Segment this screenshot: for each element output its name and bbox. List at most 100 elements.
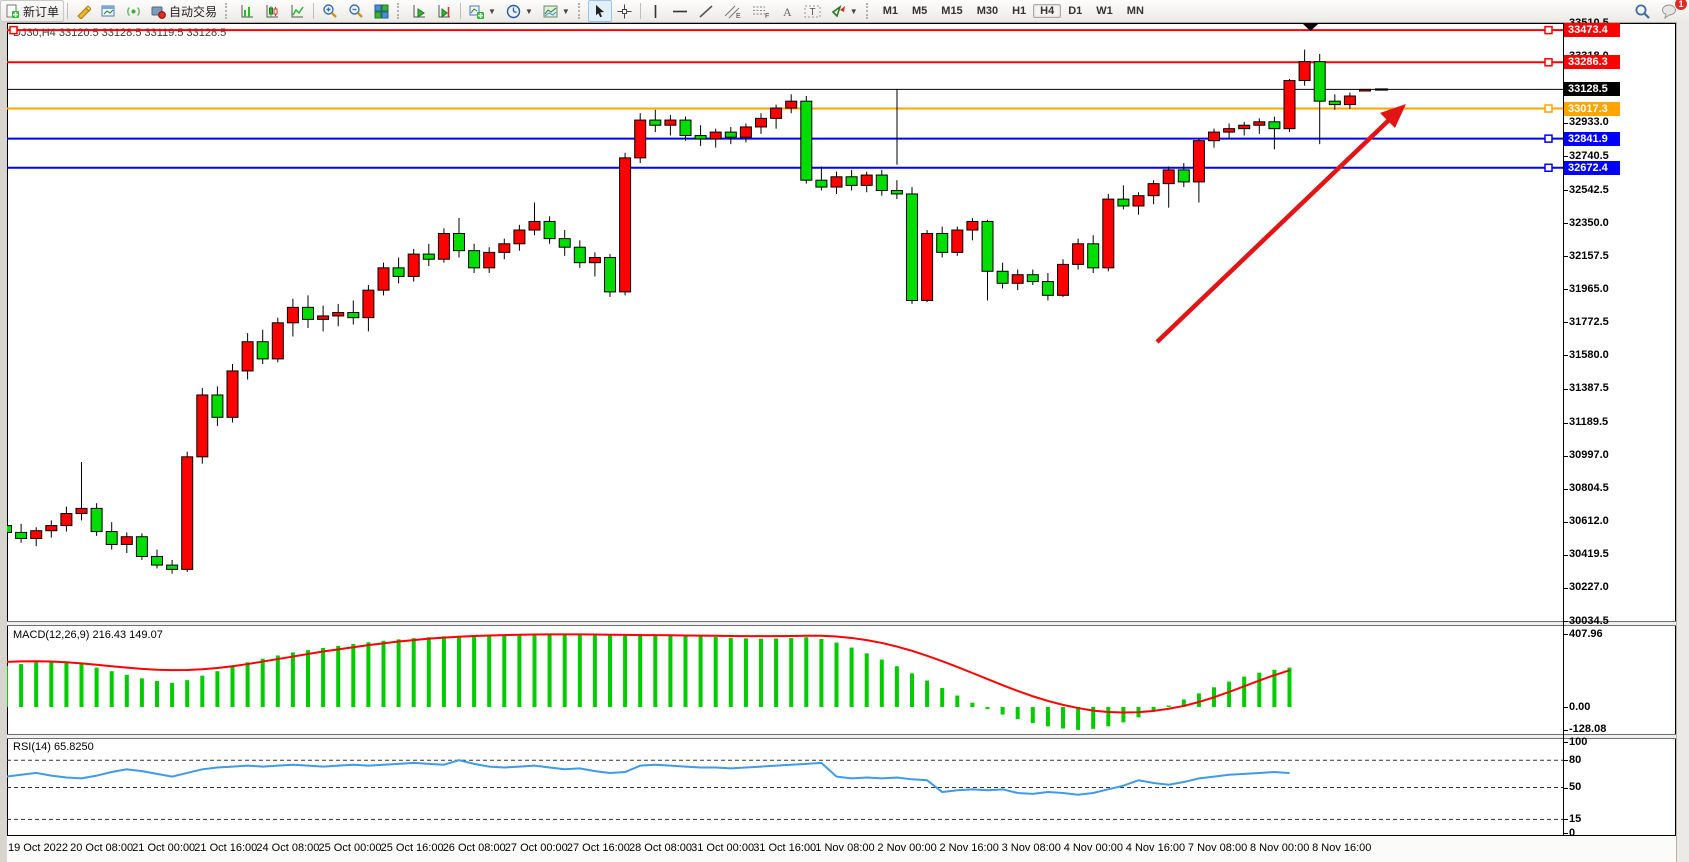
macd-histogram-bar (1287, 667, 1292, 707)
toolbar-grip[interactable] (225, 3, 232, 19)
price-badge: 32841.9 (1564, 131, 1620, 146)
macd-histogram-bar (683, 635, 688, 707)
macd-histogram-bar (955, 695, 960, 707)
new-chart-dropdown[interactable]: ▼ (464, 0, 501, 22)
horizontal-line-tool-button[interactable] (667, 0, 693, 22)
line-handle[interactable] (1544, 25, 1553, 35)
equidistant-channel-tool-button[interactable]: E (719, 0, 747, 22)
cursor-tool-button[interactable] (587, 0, 612, 22)
timeframe-button-MN[interactable]: MN (1126, 5, 1144, 17)
object-marker-triangle[interactable] (1303, 24, 1318, 31)
macd-histogram-bar (472, 635, 477, 707)
price-tick-mark (1563, 388, 1568, 390)
trendline-tool-button[interactable] (693, 0, 719, 22)
toolbar-grip[interactable] (397, 3, 404, 19)
time-label: 24 Oct 08:00 (256, 842, 320, 854)
macd-histogram-bar (759, 638, 763, 707)
candle (302, 306, 314, 320)
line-handle[interactable] (1544, 134, 1553, 143)
arrows-tool-dropdown[interactable]: ▼ (826, 0, 863, 22)
templates-dropdown[interactable]: ▼ (538, 0, 575, 22)
line-handle[interactable] (1544, 163, 1553, 173)
timeframe-button-M1[interactable]: M1 (882, 5, 898, 17)
panel-splitter[interactable] (7, 734, 1676, 739)
new-order-button[interactable]: 新订单 (0, 0, 65, 22)
macd-histogram-bar (396, 639, 401, 707)
macd-histogram-bar (64, 662, 69, 707)
macd-histogram-bar (1272, 669, 1277, 707)
price-tick-label: 0.00 (1569, 700, 1591, 713)
notifications-button[interactable]: 1 (1656, 0, 1688, 22)
dropdown-caret: ▼ (561, 6, 570, 16)
zoom-in-icon (323, 4, 337, 18)
macd-histogram-bar (94, 667, 99, 707)
zoom-out-button[interactable] (343, 0, 369, 22)
price-tick-label: 31387.5 (1569, 382, 1609, 395)
timeframe-button-H4[interactable]: H4 (1033, 4, 1062, 18)
search-button[interactable] (1629, 0, 1656, 22)
svg-text:T: T (809, 7, 815, 18)
macd-histogram-bar (1242, 676, 1247, 707)
macd-histogram-bar (245, 662, 250, 707)
toolbar-grip[interactable] (865, 3, 873, 19)
panel-splitter[interactable] (7, 621, 1676, 626)
macd-histogram-bar (819, 639, 824, 707)
chart-window[interactable] (7, 23, 1676, 836)
vertical-line-tool-button[interactable] (644, 0, 667, 22)
rsi-panel[interactable] (7, 738, 1563, 834)
main-price-chart[interactable] (7, 23, 1563, 621)
tile-windows-button[interactable] (369, 0, 394, 22)
candle (1283, 80, 1296, 130)
dropdown-caret: ▼ (488, 6, 496, 16)
strategy-tester-button[interactable] (96, 0, 121, 22)
line-chart-type-button[interactable] (285, 0, 310, 22)
line-handle[interactable] (1544, 104, 1553, 113)
timeframe-button-M30[interactable]: M30 (976, 5, 999, 17)
price-tick-label: 31189.5 (1569, 416, 1609, 429)
fibonacci-tool-button[interactable]: F (747, 0, 775, 22)
bar-chart-type-button[interactable] (235, 0, 260, 22)
text-label-tool-button[interactable]: T (799, 0, 826, 22)
macd-histogram-bar (457, 635, 461, 707)
periods-dropdown[interactable]: ▼ (501, 0, 538, 22)
line-handle[interactable] (9, 25, 18, 35)
zoom-in-button[interactable] (317, 0, 343, 22)
macd-panel[interactable] (7, 625, 1563, 734)
window-right-edge (1676, 22, 1689, 862)
svg-text:E: E (736, 13, 741, 19)
candle (1253, 121, 1266, 126)
text-tool-button[interactable]: A (775, 0, 799, 22)
timeframe-button-W1[interactable]: W1 (1096, 5, 1113, 17)
candlestick-chart-type-button[interactable] (260, 0, 285, 22)
auto-trading-button[interactable]: 自动交易 (146, 0, 222, 22)
macd-histogram-bar (728, 637, 733, 707)
candle (1313, 61, 1326, 102)
macd-histogram-bar (789, 637, 794, 707)
search-icon (1635, 4, 1650, 19)
macd-histogram-bar (1045, 707, 1050, 727)
macd-histogram-bar (1151, 707, 1156, 712)
candle (921, 232, 934, 301)
signals-button[interactable] (121, 0, 146, 22)
line-handle[interactable] (1544, 58, 1553, 67)
price-tick-label: 407.96 (1569, 627, 1603, 640)
auto-scroll-button[interactable] (407, 0, 432, 22)
zoom-out-icon (349, 4, 363, 18)
time-axis[interactable]: 19 Oct 2022 20 Oct 08:00 21 Oct 00:00 21 Oc… (7, 836, 1676, 862)
toolbar-grip[interactable] (577, 3, 585, 19)
timeframe-button-M15[interactable]: M15 (941, 5, 963, 17)
macd-indicator-label: MACD(12,26,9) 216.43 149.07 (13, 629, 163, 641)
timeframe-button-D1[interactable]: D1 (1068, 5, 1083, 17)
timeframe-button-M5[interactable]: M5 (912, 5, 928, 17)
rsi-indicator-label: RSI(14) 65.8250 (13, 741, 94, 753)
metaeditor-button[interactable] (71, 0, 96, 22)
trend-arrow-head[interactable] (1380, 104, 1406, 128)
trend-arrow-shaft[interactable] (1155, 118, 1391, 344)
crosshair-tool-button[interactable] (612, 0, 637, 22)
macd-histogram-bar (336, 645, 341, 707)
rsi-line (7, 759, 1290, 796)
timeframe-button-H1[interactable]: H1 (1012, 5, 1027, 17)
candle (105, 531, 118, 545)
chart-shift-button[interactable] (432, 0, 457, 22)
